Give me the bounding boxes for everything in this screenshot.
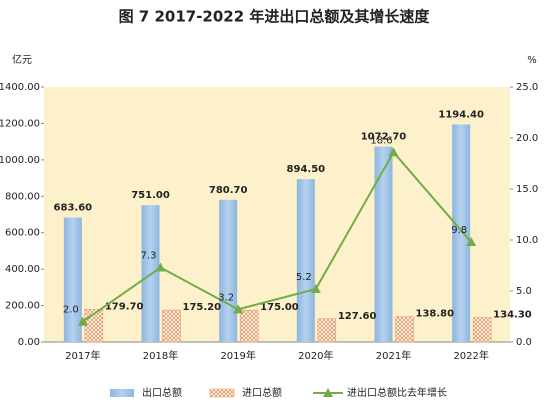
marker [388,147,399,157]
legend-swatch [209,388,235,398]
marker [310,283,321,293]
marker [466,237,477,247]
chart-title: 图 7 2017-2022 年进出口总额及其增长速度 [119,8,431,26]
value-label: 7.3 [141,251,157,262]
value-label: 1194.40 [438,109,484,120]
value-label: 175.20 [183,302,222,313]
bar [219,199,238,342]
bar [317,318,337,343]
y-tick-label: 200.00 [5,301,40,312]
x-tick-label: 2020年 [298,349,333,362]
marker [233,304,244,314]
x-tick-label: 2021年 [376,349,411,362]
legend-label: 进口总额 [242,386,282,399]
y2-tick-label: 0.0 [516,337,532,348]
bar [63,217,82,342]
value-label: 134.30 [493,310,532,321]
y2-tick-label: 5.0 [516,286,532,297]
bar [374,146,393,342]
line [82,150,472,323]
y-tick-label: 800.00 [5,191,40,202]
y2-tick-label: 15.0 [516,184,538,195]
value-label: 1072.70 [361,132,407,143]
x-tick-label: 2018年 [143,349,178,362]
value-label: 3.2 [218,292,234,303]
value-label: 683.60 [54,202,93,213]
value-label: 175.00 [260,302,299,313]
y-axis-label: 亿元 [12,53,32,66]
value-label: 9.8 [451,225,467,236]
bar [296,179,315,342]
value-label: 138.80 [416,309,455,320]
y-tick-label: 600.00 [5,228,40,239]
marker [155,262,166,272]
y-tick-label: 1200.00 [0,118,40,129]
value-label: 5.2 [296,272,312,283]
value-label: 18.6 [370,135,392,146]
legend-label: 出口总额 [142,386,182,399]
value-label: 179.70 [105,301,144,312]
y-tick-label: 1000.00 [0,155,40,166]
bar [239,309,259,343]
y2-axis-label: % [527,55,537,66]
y-tick-label: 400.00 [5,264,40,275]
x-tick-label: 2019年 [220,349,255,362]
y2-tick-label: 10.0 [516,235,538,246]
bar [395,316,414,343]
marker [77,316,88,326]
y2-tick-label: 25.0 [516,82,538,93]
legend-marker [323,388,333,397]
value-label: 2.0 [63,305,79,316]
value-label: 127.60 [338,311,377,322]
y2-tick-label: 20.0 [516,133,538,144]
value-label: 894.50 [287,164,326,175]
value-label: 751.00 [131,190,170,201]
bar [162,309,181,343]
value-label: 780.70 [209,185,248,196]
bar [452,124,471,342]
x-tick-label: 2017年 [65,349,100,362]
y-tick-label: 1400.00 [0,82,40,93]
x-tick-label: 2022年 [453,349,488,362]
bar [472,317,492,343]
legend-swatch [110,389,134,397]
legend-label: 进出口总额比去年增长 [347,386,447,399]
y-tick-label: 0.00 [18,337,40,348]
